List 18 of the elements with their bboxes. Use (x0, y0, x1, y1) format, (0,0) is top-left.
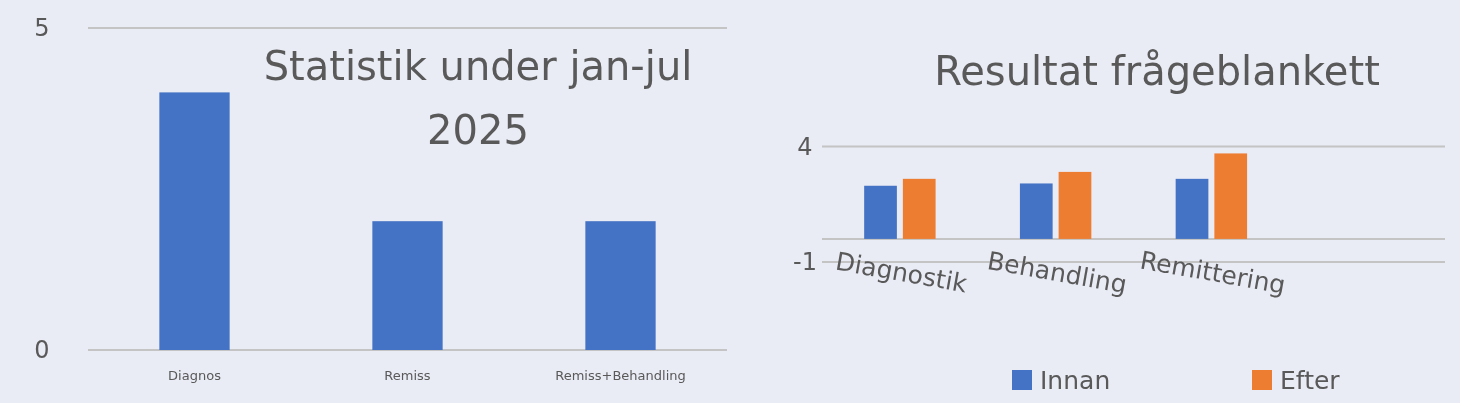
legend-label: Efter (1280, 365, 1341, 395)
bar (1019, 183, 1053, 239)
y-tick-label: -1 (793, 248, 817, 277)
x-tick-label: Remiss (384, 368, 431, 383)
y-tick-label: 5 (34, 14, 50, 43)
bar (902, 178, 936, 239)
y-tick-label: 0 (34, 336, 50, 365)
bar (864, 185, 897, 239)
x-tick-label: Diagnos (168, 368, 222, 383)
x-tick-label: Remiss+Behandling (555, 368, 686, 383)
bar (1058, 171, 1092, 239)
y-tick-label: 4 (797, 132, 813, 161)
x-tick-label: Diagnostik (833, 246, 970, 299)
text: Statistik under jan-jul 2025 (263, 43, 693, 153)
chart-title: Resultat frågeblankett (934, 48, 1380, 94)
bar (1214, 153, 1248, 239)
bar (1175, 178, 1209, 239)
legend-label: Innan (1040, 365, 1111, 395)
